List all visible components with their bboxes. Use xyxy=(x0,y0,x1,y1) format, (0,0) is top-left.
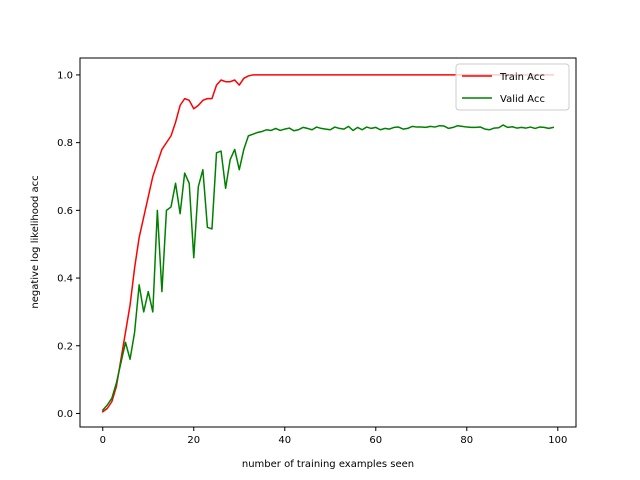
legend-label-valid-acc: Valid Acc xyxy=(500,94,545,105)
x-tick-label: 40 xyxy=(278,435,291,446)
x-axis: 0 20 40 60 80 100 xyxy=(100,427,567,446)
series-line-valid-acc xyxy=(101,124,555,412)
legend: Train Acc Valid Acc xyxy=(455,63,570,111)
legend-label-train-acc: Train Acc xyxy=(499,72,545,83)
x-tick-label: 60 xyxy=(369,435,382,446)
y-tick-label: 0.6 xyxy=(57,206,73,217)
x-tick-label: 0 xyxy=(100,435,106,446)
x-tick-label: 100 xyxy=(548,435,567,446)
x-axis-label: number of training examples seen xyxy=(242,459,414,470)
y-tick-label: 0.0 xyxy=(57,409,73,420)
y-tick-label: 0.2 xyxy=(57,341,73,352)
y-tick-label: 0.8 xyxy=(57,138,73,149)
y-tick-label: 0.4 xyxy=(57,274,73,285)
axes-frame xyxy=(79,57,577,428)
x-tick-label: 20 xyxy=(187,435,200,446)
y-axis: 0.0 0.2 0.4 0.6 0.8 1.0 xyxy=(57,70,80,420)
y-tick-label: 1.0 xyxy=(57,70,73,81)
x-tick-label: 80 xyxy=(460,435,473,446)
y-axis-label: negative log likelihood acc xyxy=(30,175,41,308)
